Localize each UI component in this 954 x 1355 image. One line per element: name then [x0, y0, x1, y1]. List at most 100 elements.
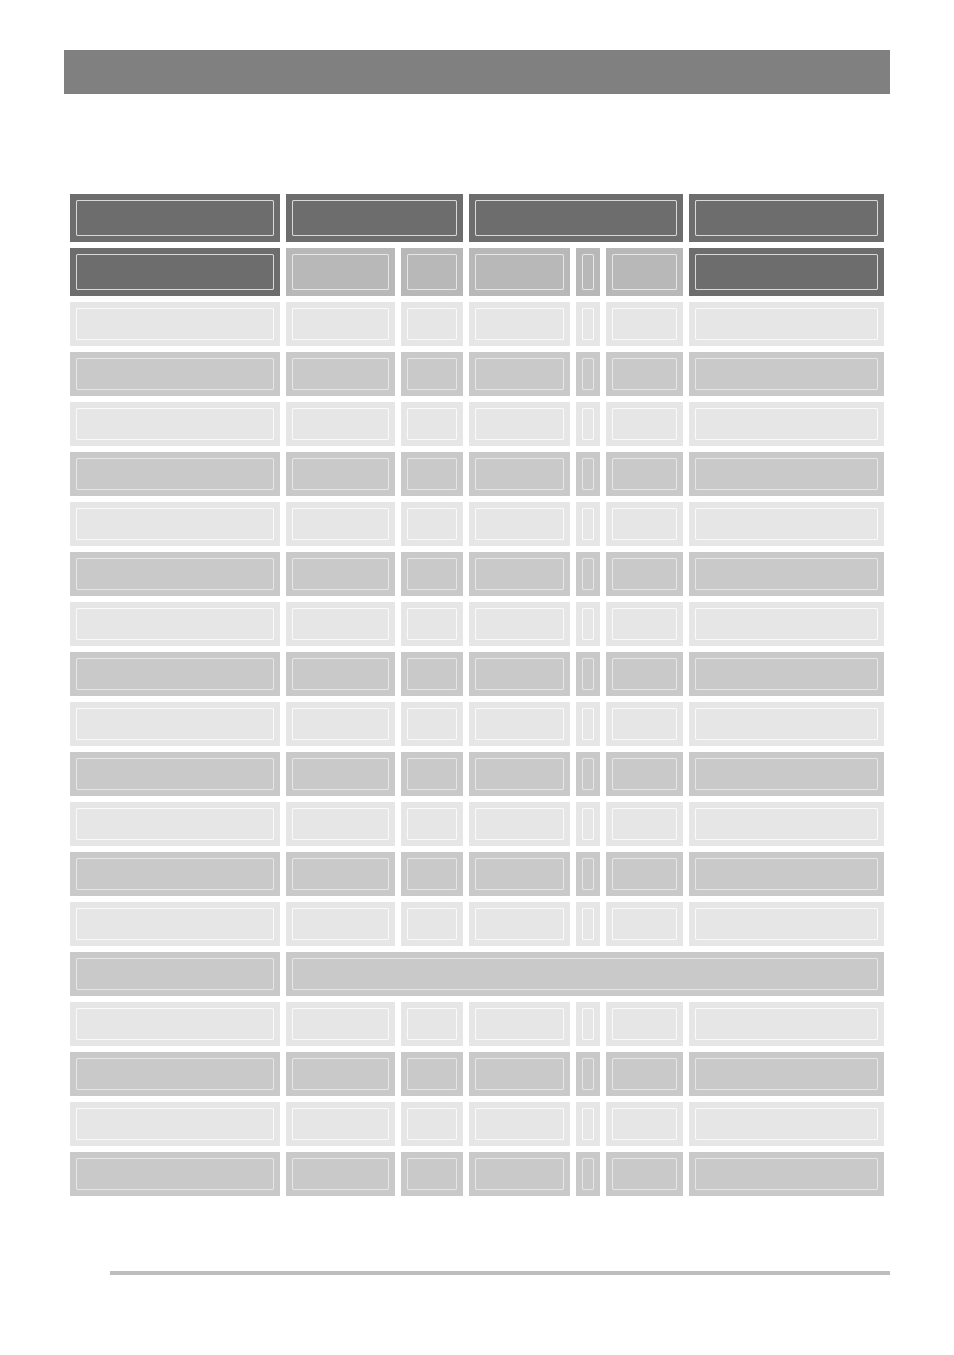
table-row: [70, 502, 884, 546]
table-cell-value: [612, 608, 678, 640]
table-cell-value: [475, 1108, 564, 1140]
table-cell: [469, 1102, 570, 1146]
table-cell-value: [292, 1108, 389, 1140]
table-cell: [286, 352, 395, 396]
table-cell-value: [76, 1008, 274, 1040]
table-cell: [469, 652, 570, 696]
table-cell: [286, 452, 395, 496]
table-cell-value: [582, 608, 593, 640]
table-cell: [689, 602, 884, 646]
table-cell: [689, 452, 884, 496]
footer-rule: [110, 1271, 890, 1275]
table-cell-value: [475, 1058, 564, 1090]
table-cell-value: [76, 508, 274, 540]
table-cell-value: [582, 858, 593, 890]
title-bar: [64, 50, 890, 94]
table-cell: [689, 1002, 884, 1046]
table-row: [70, 602, 884, 646]
table-cell: [576, 1152, 599, 1196]
table-cell: [401, 852, 463, 896]
table-cell: [606, 302, 684, 346]
table-cell: [576, 802, 599, 846]
table-cell-value: [695, 308, 878, 340]
table-cell-value: [475, 658, 564, 690]
table-cell-value: [695, 1058, 878, 1090]
table-header-row-1: [70, 194, 884, 242]
table-header-row-2: [70, 248, 884, 296]
table-cell-value: [407, 1158, 457, 1190]
table-cell: [286, 1052, 395, 1096]
table-cell: [286, 752, 395, 796]
table-cell-value: [475, 808, 564, 840]
table-cell-value: [612, 858, 678, 890]
table-cell: [401, 1152, 463, 1196]
table-cell: [606, 652, 684, 696]
table-cell-value: [475, 608, 564, 640]
table-cell-value: [292, 308, 389, 340]
table-cell: [606, 902, 684, 946]
table-cell: [689, 552, 884, 596]
table-cell-value: [407, 508, 457, 540]
table-cell-value: [695, 508, 878, 540]
table-cell-value: [292, 758, 389, 790]
table-cell: [689, 652, 884, 696]
header2-cell: [286, 248, 395, 296]
table-cell: [689, 302, 884, 346]
table-cell: [469, 1052, 570, 1096]
header2-cell: [70, 248, 280, 296]
table-cell-value: [582, 1158, 593, 1190]
table-cell-value: [695, 558, 878, 590]
table-cell: [469, 752, 570, 796]
table-cell: [469, 1002, 570, 1046]
table-cell-value: [695, 358, 878, 390]
table-cell: [469, 852, 570, 896]
table-cell-value: [612, 658, 678, 690]
header1-cell: [286, 194, 463, 242]
table-cell-value: [695, 858, 878, 890]
header2-cell: [401, 248, 463, 296]
table-cell: [469, 402, 570, 446]
header1-label: [292, 200, 457, 236]
table-row: [70, 402, 884, 446]
table-cell-value: [612, 408, 678, 440]
table-cell: [401, 352, 463, 396]
table-cell: [576, 602, 599, 646]
table-cell: [576, 852, 599, 896]
table-cell: [469, 302, 570, 346]
table-cell-value: [76, 708, 274, 740]
table-cell: [606, 552, 684, 596]
table-cell-value: [582, 408, 593, 440]
table-cell-value: [582, 558, 593, 590]
table-cell-value: [582, 1008, 593, 1040]
table-cell-value: [407, 908, 457, 940]
table-cell: [401, 702, 463, 746]
table-row: [70, 952, 884, 996]
table-cell: [606, 452, 684, 496]
table-row: [70, 702, 884, 746]
table-cell-value: [292, 808, 389, 840]
table-cell: [606, 752, 684, 796]
table-cell: [401, 802, 463, 846]
table-cell-value: [475, 708, 564, 740]
table-cell: [606, 702, 684, 746]
table-cell-value: [292, 658, 389, 690]
table-cell: [70, 1002, 280, 1046]
table-cell-value: [407, 708, 457, 740]
table-cell-value: [76, 558, 274, 590]
table-cell: [286, 602, 395, 646]
table-cell-value: [695, 758, 878, 790]
table-cell-value: [407, 1108, 457, 1140]
table-cell: [576, 452, 599, 496]
table-row: [70, 1102, 884, 1146]
table-cell-value: [407, 858, 457, 890]
data-table: [64, 194, 890, 1202]
table-cell-value: [407, 1058, 457, 1090]
table-cell: [401, 452, 463, 496]
table-cell-value: [292, 1158, 389, 1190]
table-cell: [286, 802, 395, 846]
table-cell-value: [76, 1058, 274, 1090]
table-cell: [286, 402, 395, 446]
table-cell: [689, 502, 884, 546]
table-cell-value: [612, 708, 678, 740]
table-cell: [70, 1102, 280, 1146]
